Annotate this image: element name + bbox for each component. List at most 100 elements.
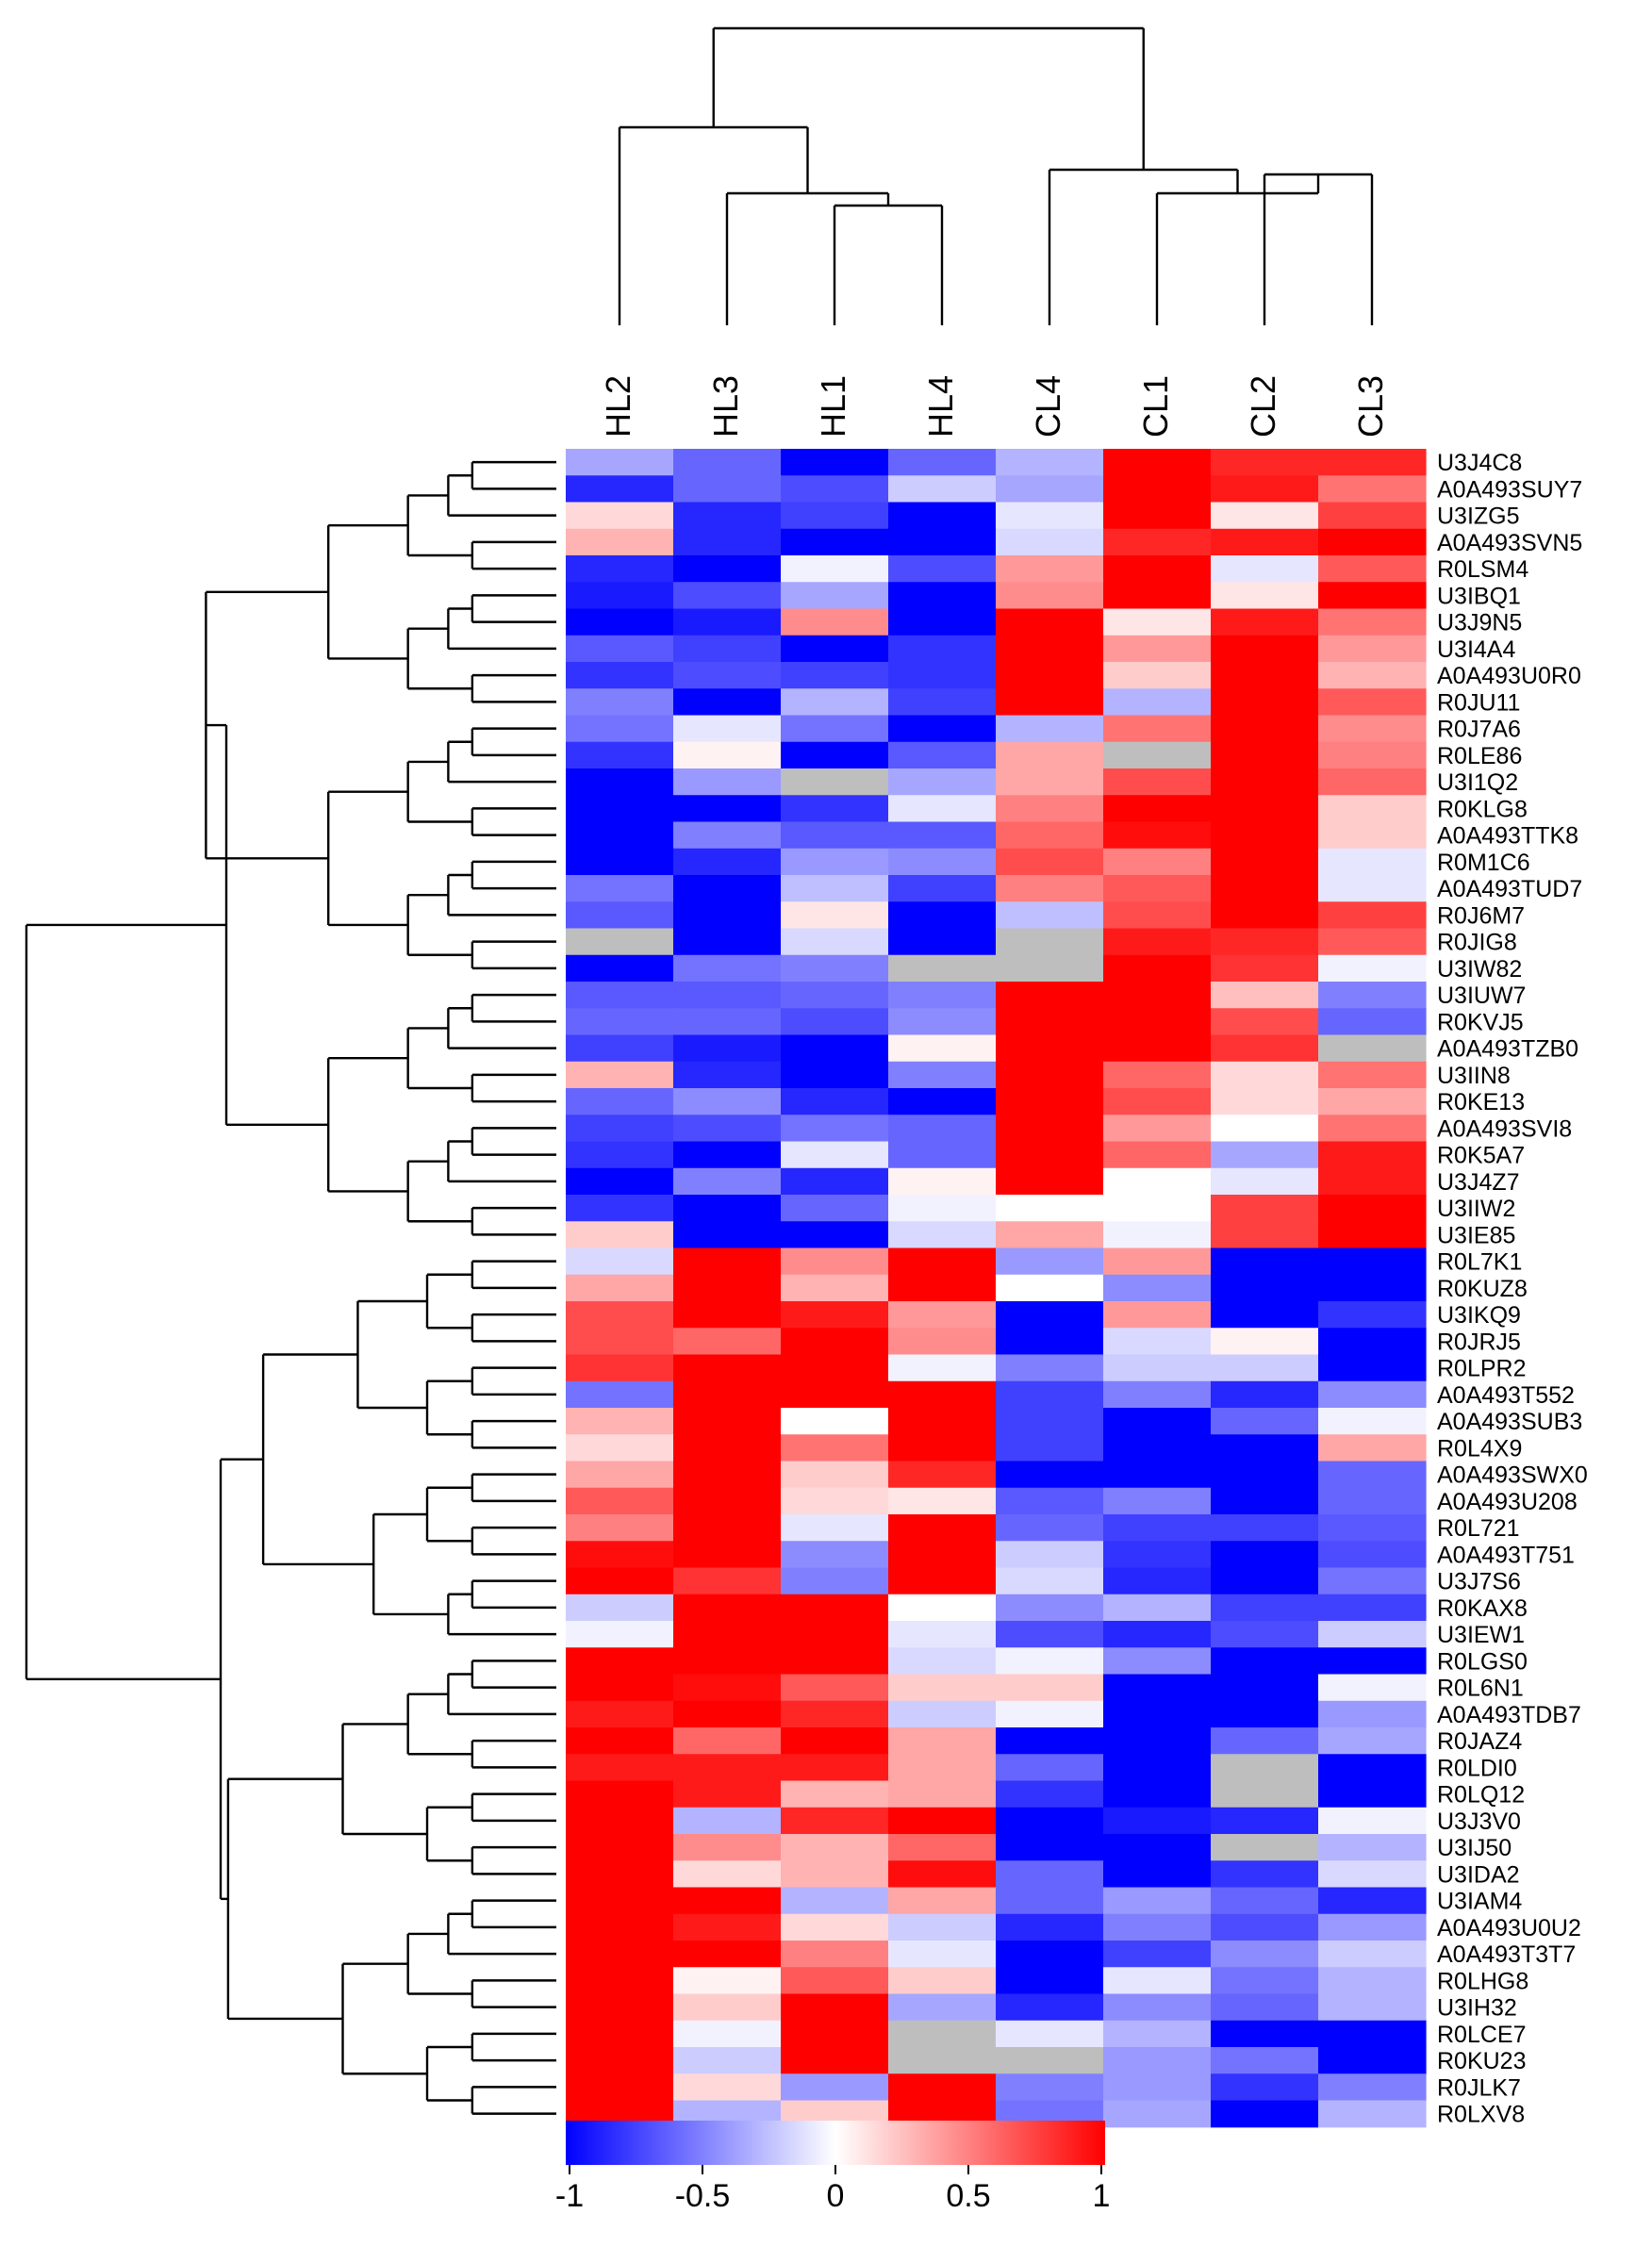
heatmap-cell [1211, 528, 1319, 556]
heatmap-cell [673, 1913, 782, 1941]
heatmap-cell [1211, 901, 1319, 930]
heatmap-cell [673, 1993, 782, 2022]
heatmap-cell [1103, 1115, 1212, 1143]
heatmap-cell [996, 1567, 1104, 1595]
row-label: R0L721 [1437, 1515, 1520, 1542]
heatmap-cell [888, 1328, 997, 1356]
heatmap-cell [673, 1647, 782, 1676]
heatmap-cell [566, 608, 674, 636]
heatmap-cell [781, 1461, 889, 1489]
heatmap-cell [1318, 1834, 1427, 1861]
heatmap-cell [888, 1167, 997, 1196]
row-label: R0LE86 [1437, 743, 1522, 769]
heatmap-cell [781, 1088, 889, 1115]
heatmap-cell [673, 875, 782, 902]
row-label: R0LCE7 [1437, 2022, 1527, 2048]
row-label: A0A493SUB3 [1437, 1409, 1582, 1435]
heatmap-cell [673, 555, 782, 583]
heatmap-cell [996, 1541, 1104, 1569]
colorbar-tick-label: 1 [1093, 2178, 1111, 2214]
heatmap-cell [566, 688, 674, 717]
heatmap-cell [781, 1434, 889, 1462]
heatmap-cell [566, 475, 674, 504]
heatmap-cell [1103, 1380, 1212, 1409]
heatmap-cell [1103, 1887, 1212, 1915]
heatmap-cell [1318, 1434, 1427, 1462]
heatmap-cell [566, 1887, 674, 1915]
heatmap-cell [1103, 1727, 1212, 1755]
heatmap-cell [888, 1034, 997, 1063]
heatmap-cell [1318, 1167, 1427, 1196]
heatmap-cell [1103, 1941, 1212, 1968]
heatmap-cell [1211, 1380, 1319, 1409]
row-label: R0JU11 [1437, 689, 1520, 716]
row-label: U3IZG5 [1437, 504, 1520, 530]
heatmap-cell [781, 1274, 889, 1302]
heatmap-cell [1103, 954, 1212, 983]
row-label: U3I1Q2 [1437, 769, 1518, 796]
heatmap-cell [781, 528, 889, 556]
row-label: R0JRJ5 [1437, 1329, 1521, 1355]
heatmap-cell [1211, 982, 1319, 1009]
heatmap-cell [566, 795, 674, 823]
heatmap-cell [1318, 1328, 1427, 1356]
heatmap-cell [1318, 1301, 1427, 1329]
row-label: R0LSM4 [1437, 556, 1528, 583]
row-label: U3J9N5 [1437, 610, 1522, 636]
heatmap-cell [1211, 1647, 1319, 1676]
heatmap-cell [1318, 1647, 1427, 1676]
row-label: A0A493SUY7 [1437, 476, 1582, 503]
heatmap-cell [996, 608, 1104, 636]
heatmap-cell [996, 2020, 1104, 2048]
row-label: U3IJ50 [1437, 1835, 1512, 1861]
heatmap-cell [888, 1221, 997, 1249]
row-label: A0A493T552 [1437, 1382, 1575, 1409]
heatmap-cell [781, 449, 889, 476]
heatmap-cell [1211, 449, 1319, 476]
heatmap-cell [1318, 741, 1427, 769]
heatmap-cell [566, 1647, 674, 1676]
heatmap-cell [1211, 582, 1319, 610]
heatmap-cell [1318, 848, 1427, 876]
heatmap-cell [888, 1195, 997, 1222]
heatmap-cell [1318, 1408, 1427, 1435]
heatmap-cell [996, 1621, 1104, 1648]
heatmap-cell [888, 608, 997, 636]
heatmap-cell [566, 1434, 674, 1462]
heatmap-cell [673, 954, 782, 983]
heatmap-cell [673, 848, 782, 876]
row-label: A0A493T751 [1437, 1542, 1575, 1568]
heatmap-cell [781, 1860, 889, 1889]
row-label: U3J3V0 [1437, 1809, 1521, 1835]
heatmap-cell [1211, 2100, 1319, 2128]
heatmap-cell [996, 555, 1104, 583]
heatmap-cell [566, 1008, 674, 1036]
heatmap-cell [1103, 901, 1212, 930]
heatmap-cell [996, 1780, 1104, 1809]
heatmap-cell [781, 2073, 889, 2102]
row-label: A0A493T3T7 [1437, 1941, 1576, 1968]
heatmap-cell [1318, 582, 1427, 610]
row-label: R0L7K1 [1437, 1249, 1522, 1276]
heatmap-cell [781, 1993, 889, 2022]
heatmap-cell [1103, 1301, 1212, 1329]
column-label: HL4 [921, 375, 960, 438]
row-label: A0A493TZB0 [1437, 1036, 1578, 1063]
heatmap-cell [1211, 795, 1319, 823]
heatmap-cell [1318, 1780, 1427, 1809]
heatmap-cell [673, 1887, 782, 1915]
heatmap-cell [1103, 1167, 1212, 1196]
heatmap-cell [673, 901, 782, 930]
heatmap-cell [1103, 821, 1212, 850]
heatmap-cell [566, 1514, 674, 1542]
heatmap-cell [781, 901, 889, 930]
heatmap-cell [1318, 1380, 1427, 1409]
heatmap-cell [566, 555, 674, 583]
heatmap-cell [566, 528, 674, 556]
heatmap-cell [673, 1247, 782, 1276]
heatmap-cell [1211, 1061, 1319, 1089]
row-label: U3IAM4 [1437, 1889, 1522, 1915]
heatmap-cell [1103, 1141, 1212, 1169]
heatmap-cell [566, 1061, 674, 1089]
heatmap-cell [673, 1541, 782, 1569]
